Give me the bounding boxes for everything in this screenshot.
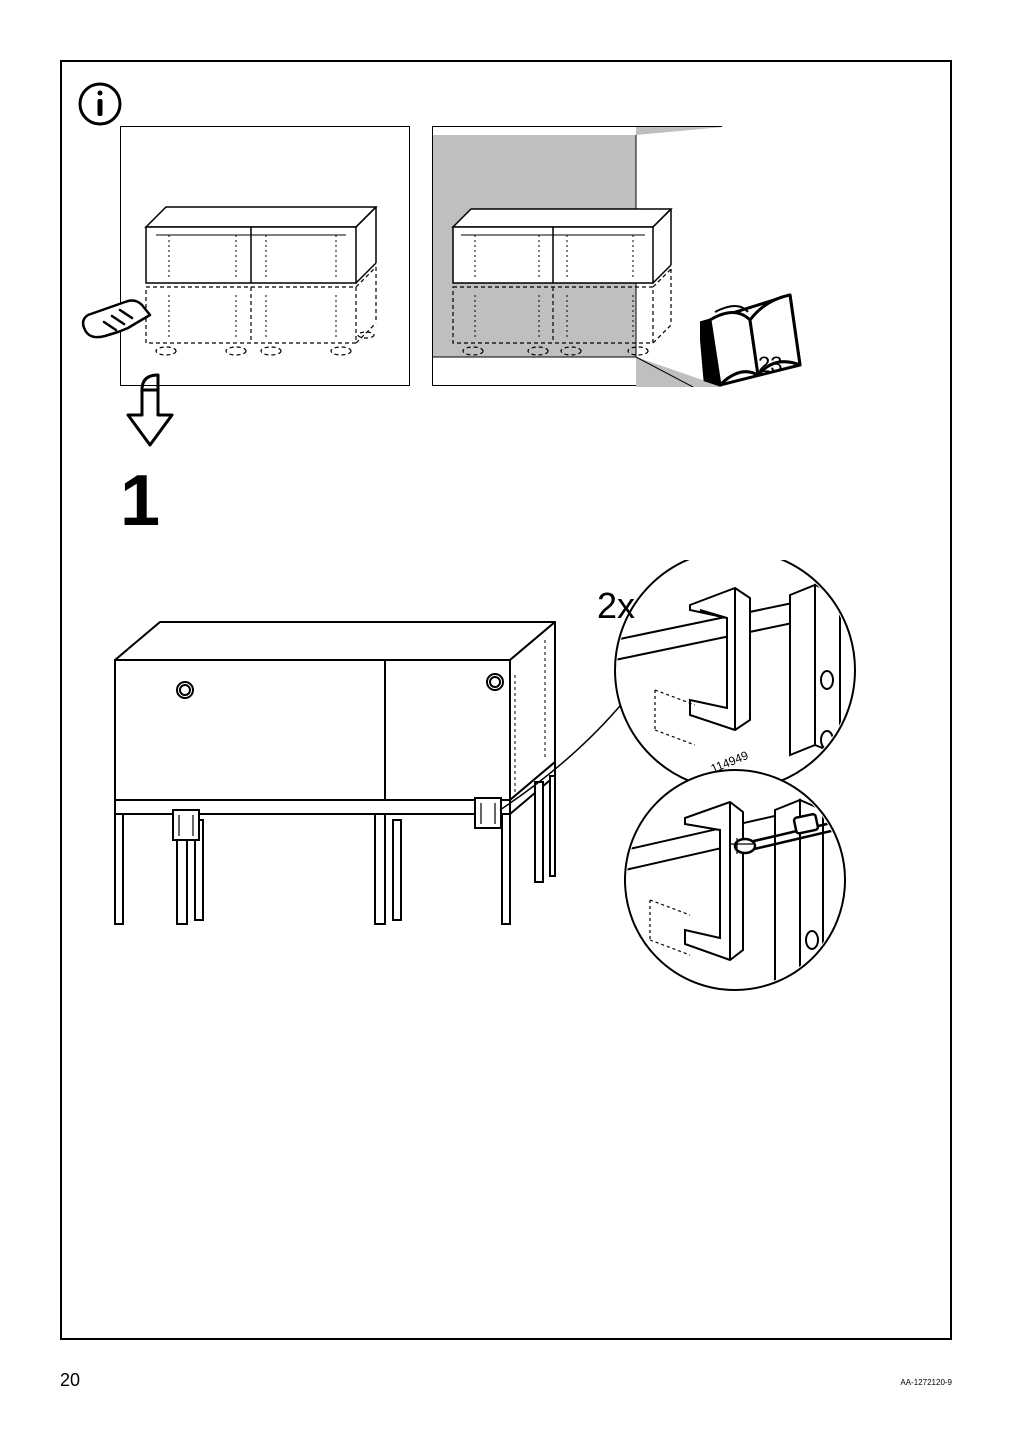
hand-pointer <box>70 280 190 460</box>
page-number: 20 <box>60 1370 80 1391</box>
step-1-diagram <box>95 560 895 1000</box>
info-icon <box>76 80 124 128</box>
document-code: AA-1272120-9 <box>900 1378 952 1387</box>
quantity-label: 2x <box>597 585 635 627</box>
page-reference: 23 <box>758 352 782 378</box>
step-number: 1 <box>120 460 160 542</box>
option-panel-2 <box>432 126 722 386</box>
booklet-icon <box>700 290 810 390</box>
